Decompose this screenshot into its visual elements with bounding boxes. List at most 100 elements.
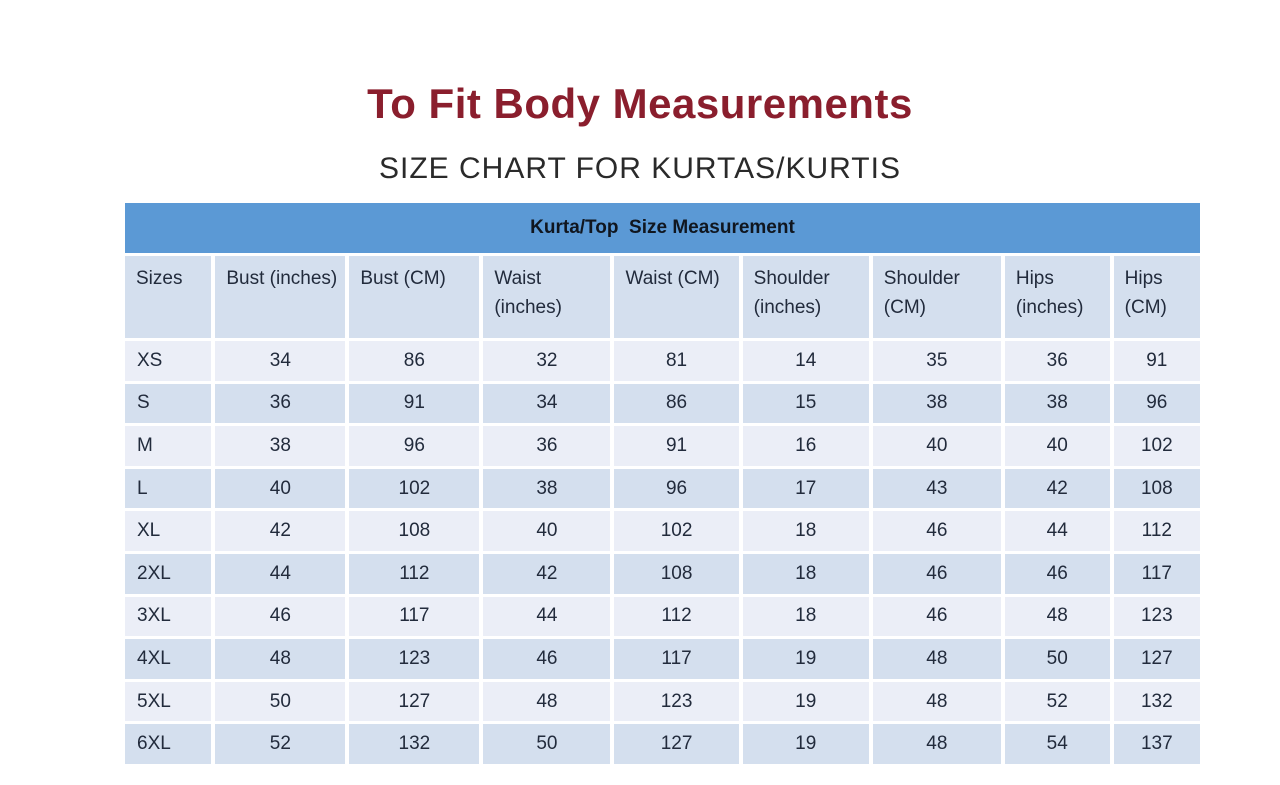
- table-cell: 91: [349, 383, 480, 424]
- table-cell: 36: [483, 426, 611, 466]
- table-cell: 50: [483, 724, 611, 764]
- table-cell: 123: [349, 639, 480, 679]
- table-cell: 117: [349, 596, 480, 637]
- table-cell: 86: [614, 383, 739, 424]
- table-cell: 48: [872, 639, 1001, 679]
- column-header-sizes: Sizes: [125, 256, 212, 338]
- table-cell: 46: [872, 596, 1001, 637]
- table-cell: 36: [215, 383, 346, 424]
- table-cell: 112: [1113, 511, 1200, 551]
- table-cell: 35: [872, 341, 1001, 381]
- table-cell: 123: [1113, 596, 1200, 637]
- table-cell: 54: [1004, 724, 1110, 764]
- table-cell: 19: [742, 681, 869, 722]
- size-label: XS: [125, 341, 212, 381]
- table-cell: 40: [872, 426, 1001, 466]
- column-header-hips-inches: Hips (inches): [1004, 256, 1110, 338]
- size-label: 2XL: [125, 553, 212, 594]
- table-cell: 52: [1004, 681, 1110, 722]
- table-cell: 19: [742, 724, 869, 764]
- table-cell: 102: [1113, 426, 1200, 466]
- table-cell: 127: [1113, 639, 1200, 679]
- table-cell: 43: [872, 468, 1001, 509]
- table-cell: 132: [1113, 681, 1200, 722]
- table-cell: 15: [742, 383, 869, 424]
- table-cell: 32: [483, 341, 611, 381]
- size-label: XL: [125, 511, 212, 551]
- table-cell: 50: [215, 681, 346, 722]
- size-chart-table: Kurta/Top Size Measurement Sizes Bust (i…: [125, 203, 1200, 764]
- table-cell: 102: [349, 468, 480, 509]
- table-cell: 108: [614, 553, 739, 594]
- table-cell: 50: [1004, 639, 1110, 679]
- column-header-waist-cm: Waist (CM): [614, 256, 739, 338]
- table-cell: 34: [483, 383, 611, 424]
- size-label: 5XL: [125, 681, 212, 722]
- table-cell: 38: [215, 426, 346, 466]
- table-cell: 40: [483, 511, 611, 551]
- size-label: M: [125, 426, 212, 466]
- table-cell: 108: [349, 511, 480, 551]
- table-cell: 46: [1004, 553, 1110, 594]
- table-cell: 16: [742, 426, 869, 466]
- table-title-bar: Kurta/Top Size Measurement: [125, 203, 1200, 253]
- table-cell: 52: [215, 724, 346, 764]
- table-cell: 48: [872, 724, 1001, 764]
- table-cell: 127: [614, 724, 739, 764]
- size-label: 6XL: [125, 724, 212, 764]
- table-cell: 46: [872, 511, 1001, 551]
- column-header-bust-inches: Bust (inches): [215, 256, 346, 338]
- table-cell: 42: [483, 553, 611, 594]
- table-cell: 42: [1004, 468, 1110, 509]
- table-cell: 40: [215, 468, 346, 509]
- table-cell: 19: [742, 639, 869, 679]
- table-cell: 44: [215, 553, 346, 594]
- size-label: 3XL: [125, 596, 212, 637]
- table-cell: 112: [349, 553, 480, 594]
- table-cell: 40: [1004, 426, 1110, 466]
- page-title: To Fit Body Measurements: [367, 80, 913, 127]
- table-cell: 96: [1113, 383, 1200, 424]
- table-cell: 48: [872, 681, 1001, 722]
- table-cell: 96: [349, 426, 480, 466]
- table-cell: 44: [1004, 511, 1110, 551]
- table-cell: 38: [483, 468, 611, 509]
- table-cell: 81: [614, 341, 739, 381]
- table-cell: 46: [483, 639, 611, 679]
- table-cell: 137: [1113, 724, 1200, 764]
- table-cell: 86: [349, 341, 480, 381]
- column-header-hips-cm: Hips (CM): [1113, 256, 1200, 338]
- table-cell: 18: [742, 596, 869, 637]
- table-cell: 48: [483, 681, 611, 722]
- column-header-shoulder-inches: Shoulder (inches): [742, 256, 869, 338]
- column-header-waist-inches: Waist (inches): [483, 256, 611, 338]
- table-cell: 132: [349, 724, 480, 764]
- table-cell: 112: [614, 596, 739, 637]
- table-cell: 117: [614, 639, 739, 679]
- table-cell: 46: [872, 553, 1001, 594]
- table-cell: 36: [1004, 341, 1110, 381]
- table-cell: 48: [1004, 596, 1110, 637]
- size-label: S: [125, 383, 212, 424]
- table-cell: 17: [742, 468, 869, 509]
- size-label: L: [125, 468, 212, 509]
- table-cell: 117: [1113, 553, 1200, 594]
- column-header-shoulder-cm: Shoulder (CM): [872, 256, 1001, 338]
- table-cell: 18: [742, 511, 869, 551]
- table-cell: 18: [742, 553, 869, 594]
- table-cell: 96: [614, 468, 739, 509]
- page-subtitle: SIZE CHART FOR KURTAS/KURTIS: [379, 152, 901, 185]
- table-cell: 46: [215, 596, 346, 637]
- size-label: 4XL: [125, 639, 212, 679]
- table-cell: 91: [614, 426, 739, 466]
- table-cell: 102: [614, 511, 739, 551]
- table-cell: 14: [742, 341, 869, 381]
- table-cell: 38: [872, 383, 1001, 424]
- table-cell: 34: [215, 341, 346, 381]
- table-cell: 108: [1113, 468, 1200, 509]
- table-cell: 42: [215, 511, 346, 551]
- column-header-bust-cm: Bust (CM): [349, 256, 480, 338]
- table-cell: 127: [349, 681, 480, 722]
- table-cell: 123: [614, 681, 739, 722]
- table-cell: 91: [1113, 341, 1200, 381]
